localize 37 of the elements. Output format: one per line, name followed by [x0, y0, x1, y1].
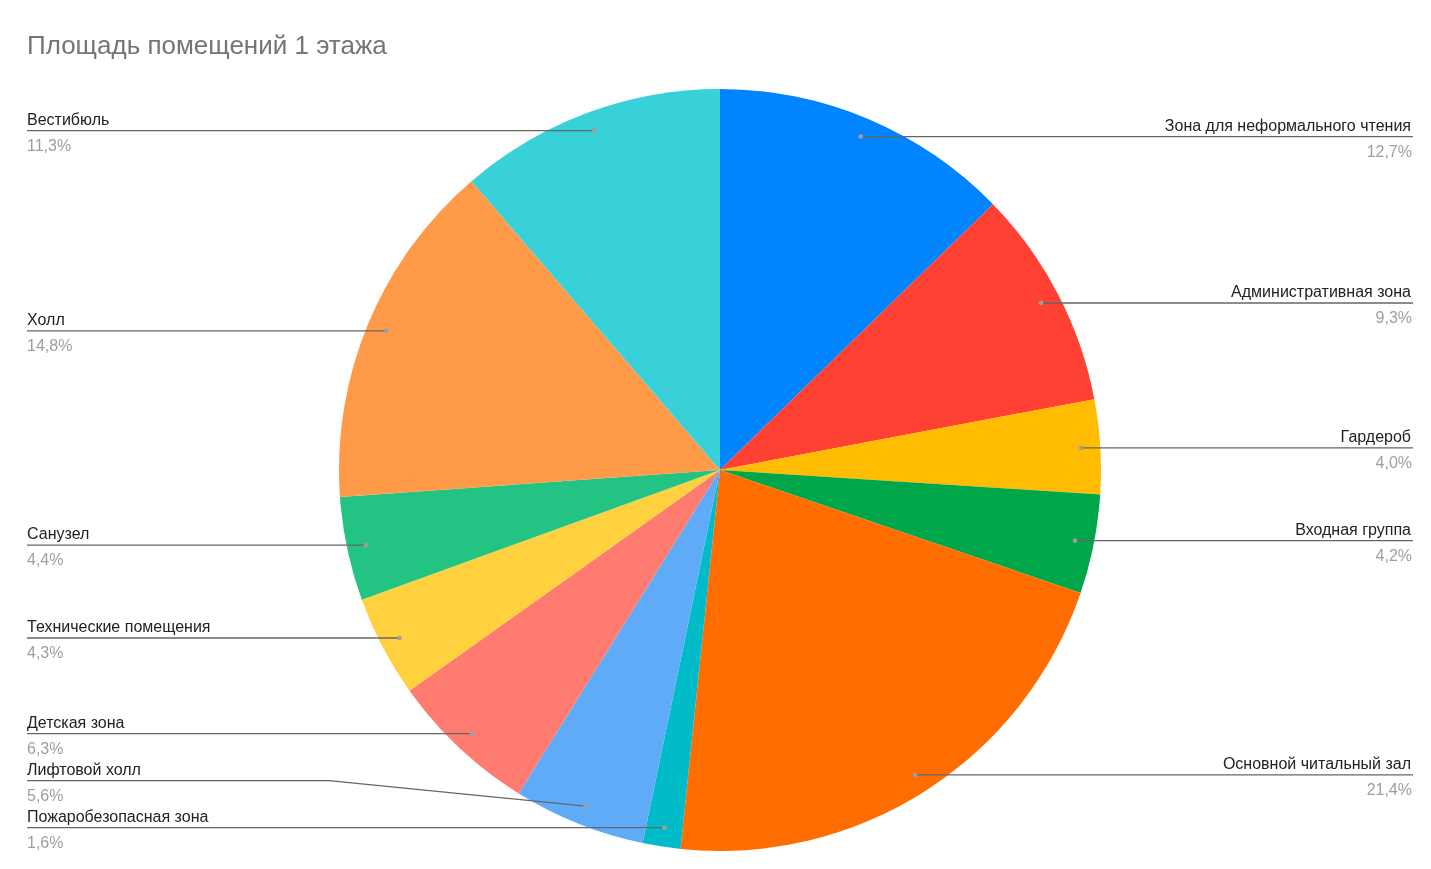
data-label: 6,3% [27, 739, 64, 757]
data-label: 14,8% [27, 336, 73, 354]
data-label: 4,3% [27, 644, 64, 662]
pie-slice [518, 470, 720, 844]
slice-label: Холл [27, 310, 65, 328]
slice-label: Входная группа [1295, 520, 1412, 538]
data-label: 12,7% [1366, 142, 1412, 160]
pie-slice [642, 470, 720, 849]
pie-slice [339, 470, 720, 600]
slice-label: Детская зона [27, 713, 125, 731]
slice-label: Пожаробезопасная зона [27, 807, 209, 825]
pie-slice [471, 89, 720, 470]
pie-slice [720, 470, 1101, 593]
slice-label: Основной читальный зал [1222, 754, 1411, 772]
pie-slice [720, 204, 1095, 470]
slice-label: Административная зона [1231, 283, 1412, 300]
slice-label: Вестибюль [27, 110, 110, 128]
chart-title: Площадь помещений 1 этажа [27, 30, 388, 60]
data-label: 4,2% [1375, 546, 1412, 564]
pie-slice [720, 399, 1101, 495]
pie-slice [361, 470, 720, 691]
pie-slice [409, 470, 720, 794]
data-label: 9,3% [1375, 309, 1412, 326]
data-label: 5,6% [27, 786, 64, 804]
pie-slice [720, 89, 993, 470]
slice-label: Гардероб [1340, 427, 1411, 445]
pie-slice [680, 470, 1081, 851]
slice-label: Санузел [27, 525, 90, 543]
data-label: 4,0% [1375, 453, 1412, 471]
slice-label: Лифтовой холл [27, 760, 141, 778]
slice-label: Технические помещения [27, 618, 211, 636]
slice-label: Зона для неформального чтения [1164, 116, 1411, 134]
data-label: 11,3% [27, 136, 72, 154]
data-label: 21,4% [1366, 780, 1412, 798]
data-label: 1,6% [27, 833, 64, 851]
data-label: 4,4% [27, 551, 64, 569]
pie-slice [339, 181, 720, 497]
